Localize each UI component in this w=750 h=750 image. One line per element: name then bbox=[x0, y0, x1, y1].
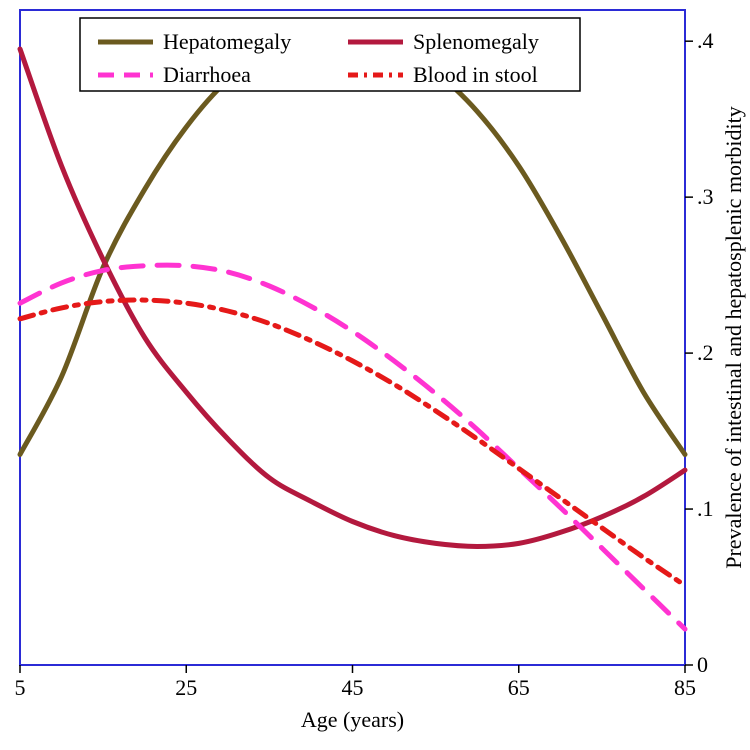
x-tick-label: 25 bbox=[175, 675, 197, 700]
x-axis-label: Age (years) bbox=[301, 707, 404, 732]
legend-label-hepatomegaly: Hepatomegaly bbox=[163, 29, 291, 54]
chart-svg: 5 25 45 65 85 0 .1 .2 .3 .4 Age (years) Prevalen… bbox=[0, 0, 750, 750]
x-tick-label: 85 bbox=[674, 675, 696, 700]
legend-label-diarrhoea: Diarrhoea bbox=[163, 62, 251, 87]
x-tick-label: 5 bbox=[15, 675, 26, 700]
y-tick-label: .1 bbox=[697, 496, 714, 521]
x-ticks: 5 25 45 65 85 bbox=[15, 665, 697, 700]
y-tick-label: .3 bbox=[697, 184, 714, 209]
y-axis-label: Prevalence of intestinal and hepatosplen… bbox=[721, 106, 746, 568]
x-tick-label: 45 bbox=[342, 675, 364, 700]
y-tick-label: .4 bbox=[697, 28, 714, 53]
y-ticks: 0 .1 .2 .3 .4 bbox=[685, 28, 714, 677]
legend-label-blood-in-stool: Blood in stool bbox=[413, 62, 538, 87]
legend: Hepatomegaly Splenomegaly Diarrhoea Bloo… bbox=[80, 18, 580, 91]
chart-container: 5 25 45 65 85 0 .1 .2 .3 .4 Age (years) Prevalen… bbox=[0, 0, 750, 750]
y-tick-label: 0 bbox=[697, 652, 708, 677]
x-tick-label: 65 bbox=[508, 675, 530, 700]
y-tick-label: .2 bbox=[697, 340, 714, 365]
legend-label-splenomegaly: Splenomegaly bbox=[413, 29, 539, 54]
plot-area bbox=[20, 10, 685, 665]
